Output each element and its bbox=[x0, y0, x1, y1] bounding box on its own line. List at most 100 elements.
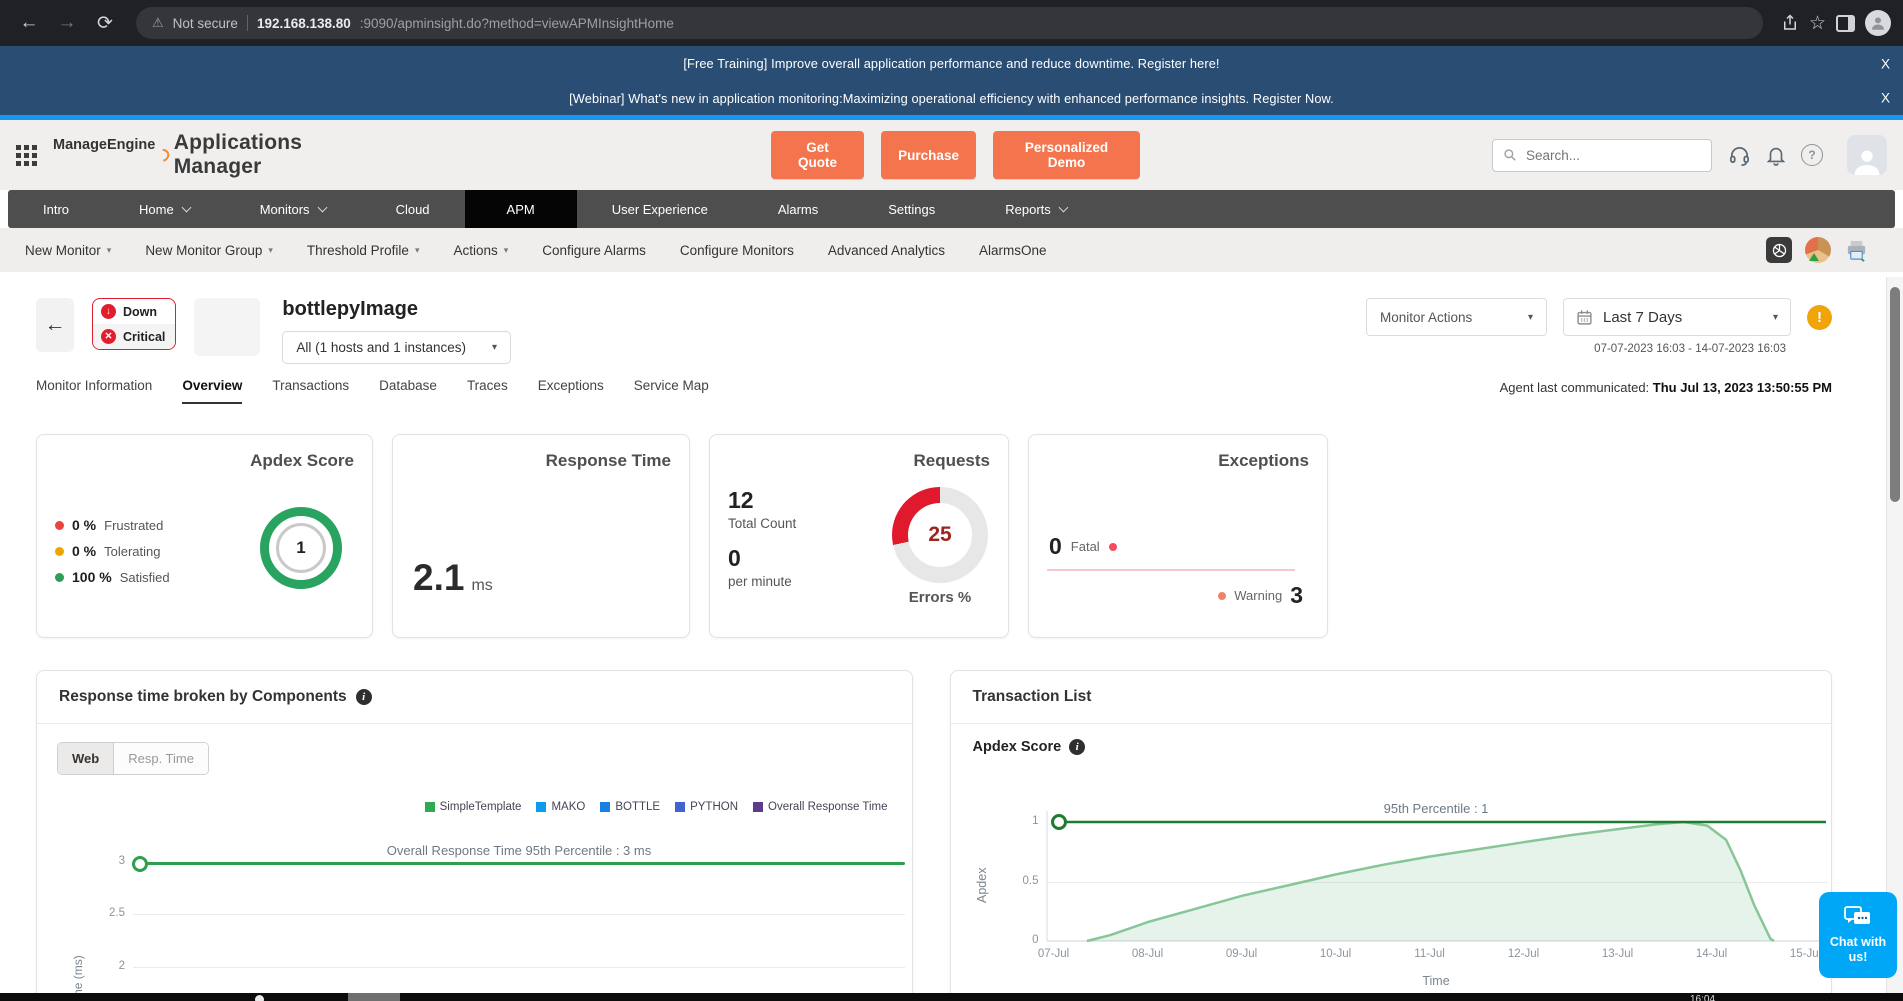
tab-monitor-information[interactable]: Monitor Information bbox=[36, 378, 153, 393]
browser-back-icon[interactable]: ← bbox=[19, 12, 39, 33]
apdex-score-card: Apdex Score 0 % Frustrated 0 % Toleratin… bbox=[36, 434, 373, 638]
share-icon[interactable] bbox=[1781, 14, 1799, 32]
nav-reports[interactable]: Reports bbox=[970, 190, 1102, 228]
x-tick-label: 09-Jul bbox=[1225, 948, 1258, 960]
search-input[interactable] bbox=[1524, 146, 1701, 164]
info-icon[interactable]: i bbox=[1069, 739, 1086, 755]
tab-exceptions[interactable]: Exceptions bbox=[537, 378, 604, 393]
info-icon[interactable]: i bbox=[355, 689, 372, 705]
actions-menu[interactable]: Actions ▾ bbox=[453, 243, 508, 258]
caret-down-icon: ▾ bbox=[268, 244, 273, 255]
ref-line-marker-icon bbox=[132, 856, 148, 872]
scrollbar-thumb[interactable] bbox=[1890, 287, 1900, 502]
apps-grid-icon[interactable] bbox=[16, 144, 37, 166]
ref-line-label: 95th Percentile : 1 bbox=[1383, 801, 1489, 816]
legend-item[interactable]: Overall Response Time bbox=[753, 801, 888, 813]
nav-settings[interactable]: Settings bbox=[853, 190, 970, 228]
fatal-label: Fatal bbox=[1070, 539, 1100, 554]
nav-home[interactable]: Home bbox=[104, 190, 225, 228]
side-panel-icon[interactable] bbox=[1836, 14, 1855, 32]
configure-monitors-link[interactable]: Configure Monitors bbox=[680, 243, 794, 258]
legend-item[interactable]: MAKO bbox=[536, 801, 585, 813]
support-headset-icon[interactable] bbox=[1728, 144, 1751, 167]
toggle-web[interactable]: Web bbox=[58, 743, 115, 774]
advanced-analytics-link[interactable]: Advanced Analytics bbox=[828, 243, 945, 258]
security-label: Not secure bbox=[172, 15, 238, 31]
nav-alarms[interactable]: Alarms bbox=[743, 190, 853, 228]
chat-icon bbox=[1844, 905, 1872, 930]
new-monitor-menu[interactable]: New Monitor ▾ bbox=[25, 243, 111, 258]
tab-database[interactable]: Database bbox=[379, 378, 437, 393]
browser-reload-icon[interactable]: ⟳ bbox=[97, 12, 113, 34]
configure-alarms-link[interactable]: Configure Alarms bbox=[542, 243, 646, 258]
menu-label: Configure Monitors bbox=[679, 242, 794, 258]
calendar-icon bbox=[1576, 309, 1593, 326]
chevron-down-icon bbox=[1058, 202, 1069, 212]
response-time-value: 2.1 bbox=[413, 557, 465, 598]
nav-monitors[interactable]: Monitors bbox=[225, 190, 361, 228]
taskbar-app-icon[interactable] bbox=[348, 993, 400, 1001]
monitor-status-box[interactable]: ↓ Down ✕ Critical bbox=[92, 298, 177, 350]
tab-transactions[interactable]: Transactions bbox=[272, 378, 350, 393]
components-legend: SimpleTemplate MAKO BOTTLE PYTHON Overall Re… bbox=[57, 801, 892, 813]
instance-scope-dropdown[interactable]: All (1 hosts and 1 instances) ▾ bbox=[282, 331, 512, 364]
legend-swatch-icon bbox=[424, 802, 435, 812]
x-tick-label: 11-Jul bbox=[1414, 948, 1445, 960]
monitor-actions-dropdown[interactable]: Monitor Actions ▾ bbox=[1366, 298, 1547, 336]
toggle-resp-time[interactable]: Resp. Time bbox=[114, 743, 208, 774]
get-quote-button[interactable]: Get Quote bbox=[770, 131, 865, 179]
nav-user-experience[interactable]: User Experience bbox=[577, 190, 743, 228]
legend-item[interactable]: PYTHON bbox=[675, 801, 738, 813]
browser-profile-avatar[interactable] bbox=[1865, 10, 1891, 36]
global-search[interactable] bbox=[1492, 138, 1712, 172]
purchase-button[interactable]: Purchase bbox=[881, 131, 976, 179]
brand-logo[interactable]: ManageEngine Applications Manager bbox=[53, 131, 381, 179]
alarmsone-link[interactable]: AlarmsOne bbox=[979, 243, 1047, 258]
bookmark-star-icon[interactable]: ☆ bbox=[1808, 12, 1826, 34]
banner-text[interactable]: [Webinar] What's new in application moni… bbox=[569, 90, 1334, 106]
alert-icon[interactable]: ! bbox=[1807, 304, 1832, 330]
nav-cloud[interactable]: Cloud bbox=[361, 190, 465, 228]
help-icon[interactable]: ? bbox=[1801, 144, 1823, 166]
down-status-label: Down bbox=[123, 304, 158, 319]
address-bar[interactable]: ⚠ Not secure 192.168.138.80 :9090/apmins… bbox=[136, 7, 1763, 39]
notifications-bell-icon[interactable] bbox=[1765, 144, 1787, 166]
threshold-profile-menu[interactable]: Threshold Profile ▾ bbox=[307, 243, 420, 258]
chat-with-us-button[interactable]: Chat with us! bbox=[1819, 892, 1897, 978]
requests-total-value: 12 bbox=[728, 487, 754, 513]
nav-intro[interactable]: Intro bbox=[8, 190, 104, 228]
chevron-down-icon bbox=[317, 202, 328, 212]
new-monitor-group-menu[interactable]: New Monitor Group ▾ bbox=[145, 243, 273, 258]
page-scrollbar[interactable] bbox=[1886, 277, 1903, 993]
tab-service-map[interactable]: Service Map bbox=[633, 378, 709, 393]
scope-value: All (1 hosts and 1 instances) bbox=[296, 340, 466, 355]
y-tick-label: 0 bbox=[1032, 934, 1039, 946]
banner-close-icon[interactable]: X bbox=[1880, 90, 1890, 106]
banner-close-icon[interactable]: X bbox=[1880, 55, 1890, 71]
taskbar-clock: 16:04 bbox=[1690, 994, 1716, 1001]
back-button[interactable]: ← bbox=[36, 298, 74, 352]
taskbar-app-icon[interactable] bbox=[255, 995, 264, 1001]
ref-line-label: Overall Response Time 95th Percentile : … bbox=[386, 843, 652, 858]
user-avatar[interactable] bbox=[1847, 135, 1887, 175]
time-period-dropdown[interactable]: Last 7 Days ▾ bbox=[1563, 298, 1791, 336]
exceptions-divider bbox=[1047, 569, 1295, 571]
legend-item[interactable]: SimpleTemplate bbox=[424, 801, 521, 813]
tolerating-dot-icon bbox=[55, 546, 64, 556]
tab-overview[interactable]: Overview bbox=[182, 378, 243, 404]
x-tick-label: 10-Jul bbox=[1319, 948, 1352, 960]
printer-icon[interactable] bbox=[1844, 239, 1869, 262]
browser-forward-icon[interactable]: → bbox=[57, 12, 77, 33]
not-secure-icon: ⚠ bbox=[152, 15, 164, 30]
tab-traces[interactable]: Traces bbox=[466, 378, 508, 393]
nav-apm[interactable]: APM bbox=[464, 190, 577, 228]
legend-item[interactable]: BOTTLE bbox=[600, 801, 660, 813]
banner-webinar: [Webinar] What's new in application moni… bbox=[0, 81, 1903, 115]
x-tick-label: 14-Jul bbox=[1695, 948, 1728, 960]
banner-text[interactable]: [Free Training] Improve overall applicat… bbox=[683, 56, 1220, 71]
agent-last-communicated: Agent last communicated: Thu Jul 13, 202… bbox=[1500, 380, 1832, 404]
personalized-demo-button[interactable]: Personalized Demo bbox=[992, 131, 1140, 179]
pie-chart-icon[interactable] bbox=[1805, 237, 1831, 263]
aperture-icon[interactable] bbox=[1766, 237, 1792, 263]
